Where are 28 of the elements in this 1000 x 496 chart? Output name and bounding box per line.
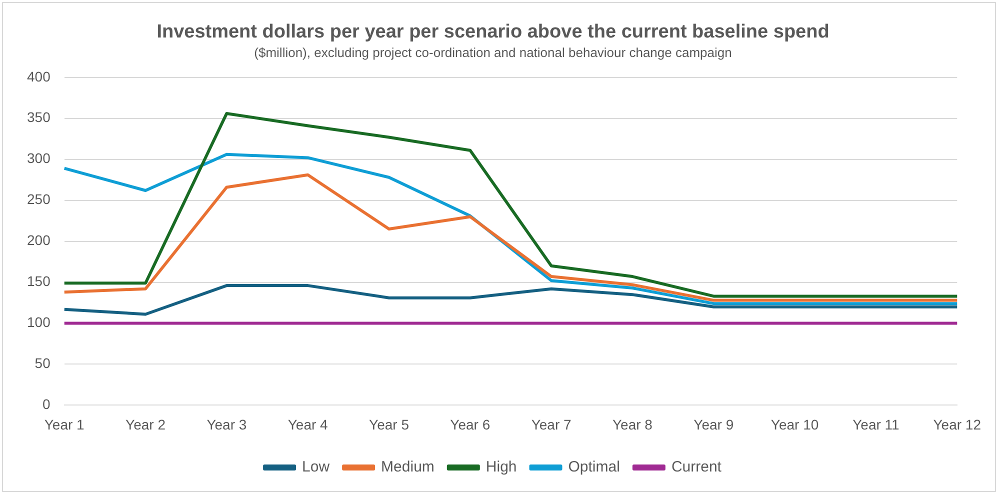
legend-label: Low: [302, 458, 330, 476]
y-tick-label: 0: [42, 396, 51, 412]
y-tick-label: 250: [27, 191, 51, 208]
y-tick-label: 350: [27, 109, 51, 126]
x-tick-label: Year 9: [694, 416, 734, 432]
x-tick-label: Year 10: [770, 416, 819, 432]
x-tick-label: Year 3: [206, 416, 247, 432]
legend-label: Optimal: [568, 458, 620, 476]
legend-label: Medium: [381, 458, 434, 476]
chart-title: Investment dollars per year per scenario above the current baseline spend: [156, 22, 830, 43]
legend-label: Current: [671, 458, 722, 476]
y-tick-label: 400: [27, 68, 51, 84]
x-tick-label: Year 12: [933, 416, 982, 432]
y-tick-label: 150: [27, 273, 51, 290]
x-tick-label: Year 8: [612, 416, 653, 432]
x-tick-label: Year 7: [531, 416, 572, 432]
x-tick-label: Year 1: [44, 416, 85, 432]
x-tick-label: Year 6: [450, 416, 490, 432]
x-tick-label: Year 2: [126, 416, 166, 432]
y-tick-label: 200: [27, 232, 51, 248]
x-tick-label: Year 11: [852, 416, 900, 432]
x-tick-label: Year 5: [369, 416, 410, 432]
y-tick-label: 300: [27, 150, 51, 166]
y-tick-label: 100: [27, 314, 51, 330]
chart-subtitle: ($million), excluding project co-ordination and national behaviour change campaign: [254, 45, 732, 60]
legend-label: High: [486, 458, 517, 476]
y-tick-label: 50: [34, 355, 51, 372]
x-tick-label: Year 4: [288, 416, 328, 432]
